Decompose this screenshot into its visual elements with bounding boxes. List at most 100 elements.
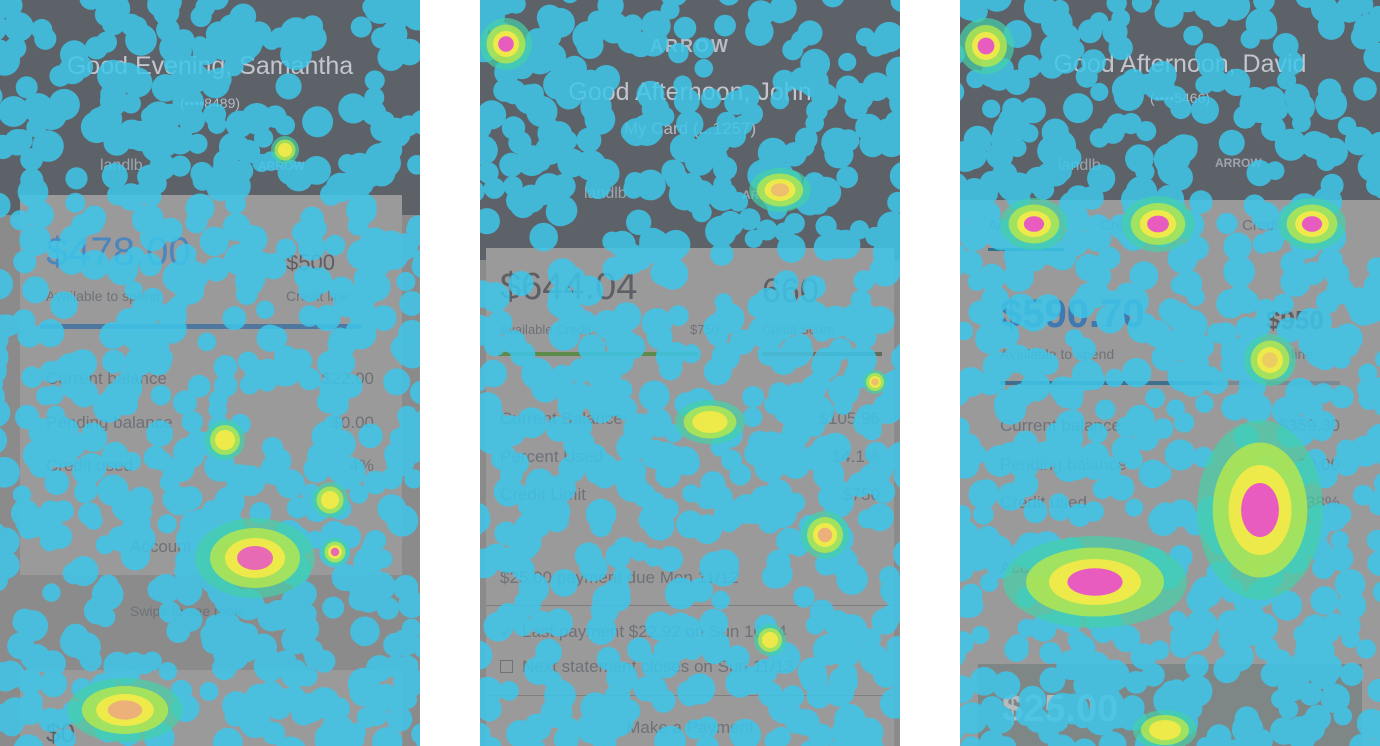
tab-credit-score[interactable]: Credit Score bbox=[1242, 217, 1326, 234]
bottom-card bbox=[20, 670, 402, 746]
gaze-point bbox=[16, 610, 49, 642]
gaze-point bbox=[142, 651, 162, 671]
credit-usage-track bbox=[1000, 381, 1340, 385]
tab-credit-used[interactable]: Credit Used bbox=[1100, 217, 1180, 234]
gaze-point bbox=[0, 523, 8, 551]
gaze-point bbox=[366, 571, 396, 601]
available-amount: $478.00 bbox=[46, 230, 191, 274]
arrow-logo: ARROW bbox=[1215, 156, 1262, 170]
gaze-point bbox=[0, 357, 7, 384]
gaze-point bbox=[166, 619, 191, 643]
credit-score-value: 660 bbox=[762, 272, 819, 310]
arrow-logo: ARROW bbox=[742, 188, 789, 202]
gaze-point bbox=[285, 617, 315, 647]
gaze-point bbox=[0, 427, 8, 453]
heatmap-panel-john: ARROW Good Afternoon, John My Card (...1… bbox=[480, 0, 900, 746]
gaze-point bbox=[97, 574, 119, 596]
gaze-point bbox=[0, 566, 9, 592]
gaze-point bbox=[893, 541, 900, 567]
gaze-point bbox=[0, 392, 3, 408]
heatmap-panel-samantha: Good Evening, Samantha (••••8489) landlb… bbox=[0, 0, 420, 746]
credit-score-label: Credit Score bbox=[762, 322, 835, 337]
credit-line-amount: $950 bbox=[1266, 305, 1324, 335]
make-payment-button[interactable]: Make a Payment bbox=[626, 718, 754, 737]
credit-score-bar-low bbox=[762, 352, 822, 356]
gaze-point bbox=[12, 611, 34, 634]
gaze-point bbox=[0, 313, 8, 342]
row-value: $0.00 bbox=[331, 413, 374, 432]
gaze-point bbox=[898, 460, 900, 473]
row-value: $750 bbox=[842, 485, 880, 504]
gaze-point bbox=[391, 629, 419, 657]
credit-usage-fill bbox=[1000, 381, 1211, 385]
gaze-point bbox=[265, 606, 287, 629]
gaze-point bbox=[0, 662, 20, 692]
gaze-point bbox=[0, 456, 20, 488]
bottom-amount: $0 bbox=[46, 718, 75, 746]
gaze-point bbox=[404, 469, 420, 489]
gaze-point bbox=[20, 647, 42, 669]
gaze-point bbox=[256, 603, 275, 622]
credit-line-label: Credit line bbox=[286, 288, 350, 304]
swipe-hint: Swipe to see more bbox=[130, 603, 246, 619]
landlb-logo: landlb bbox=[100, 157, 143, 174]
gaze-point bbox=[0, 315, 21, 336]
gaze-point bbox=[347, 572, 374, 599]
gaze-point bbox=[237, 623, 258, 644]
gaze-point bbox=[411, 254, 420, 278]
card-number: (••••5466) bbox=[1149, 90, 1211, 106]
gaze-point bbox=[376, 597, 400, 620]
greeting: Good Afternoon, David bbox=[1053, 50, 1307, 78]
gaze-point bbox=[412, 635, 420, 658]
gaze-point bbox=[59, 626, 92, 658]
gaze-point bbox=[355, 583, 382, 610]
gaze-point bbox=[0, 376, 4, 392]
row-value: $359.30 bbox=[1278, 416, 1340, 435]
gaze-point bbox=[7, 632, 35, 660]
gaze-point bbox=[263, 600, 294, 631]
gaze-point bbox=[0, 527, 20, 556]
gaze-point bbox=[102, 583, 121, 603]
gaze-point bbox=[0, 662, 15, 690]
tab-account[interactable]: Account bbox=[988, 217, 1043, 234]
gaze-point bbox=[398, 591, 420, 618]
gaze-point bbox=[409, 380, 420, 405]
gaze-point bbox=[71, 632, 101, 662]
gaze-point bbox=[281, 589, 303, 611]
gaze-point bbox=[412, 410, 420, 438]
landlb-logo: landlb bbox=[584, 185, 627, 202]
gaze-point bbox=[0, 268, 14, 300]
gaze-point bbox=[399, 291, 420, 316]
row-label: Current Balance bbox=[500, 409, 623, 428]
gaze-point bbox=[304, 648, 325, 669]
gaze-point bbox=[0, 708, 13, 732]
row-label: Credit used bbox=[46, 456, 133, 475]
row-label: Pending balance bbox=[46, 413, 173, 432]
gaze-point bbox=[282, 599, 307, 623]
checkmark-icon: ✓ bbox=[500, 624, 514, 641]
card-selector[interactable]: My Card (...1257) bbox=[623, 119, 757, 138]
row-value: 38% bbox=[1305, 493, 1340, 512]
landlb-logo: landlb bbox=[1058, 157, 1101, 174]
arrow-logo: ARROW bbox=[258, 159, 305, 173]
gaze-point bbox=[83, 597, 112, 625]
gaze-point bbox=[409, 227, 420, 246]
row-value: 14.1% bbox=[831, 447, 880, 466]
gaze-point bbox=[200, 623, 223, 646]
gaze-point bbox=[42, 583, 61, 602]
gaze-point bbox=[212, 642, 236, 665]
available-amount: $590.70 bbox=[1000, 292, 1145, 336]
gaze-point bbox=[0, 551, 20, 579]
gaze-point bbox=[480, 518, 484, 536]
gaze-point bbox=[221, 643, 249, 671]
gaze-point bbox=[95, 606, 116, 628]
gaze-point bbox=[0, 544, 9, 571]
gaze-point bbox=[0, 546, 10, 565]
gaze-point bbox=[353, 582, 384, 613]
gaze-point bbox=[350, 616, 380, 647]
brand-name: ARROW bbox=[650, 36, 730, 56]
gaze-point bbox=[393, 574, 419, 601]
account-details-link[interactable]: Account details → bbox=[1000, 558, 1138, 577]
account-details-link[interactable]: Account details bbox=[130, 537, 246, 556]
gaze-point bbox=[201, 628, 227, 654]
